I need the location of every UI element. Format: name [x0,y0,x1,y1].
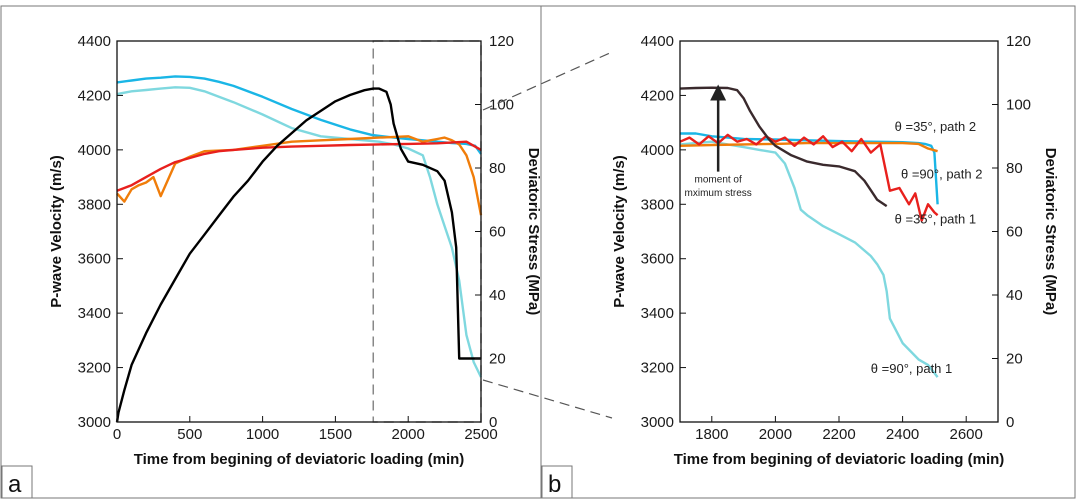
panel-a-series-line-5 [115,87,481,423]
panel-a-y-right-tick-label-6: 100 [489,97,514,114]
panel-b-y-left-tick-label-5: 3800 [641,196,674,213]
panel-b-annotation-2: mximum stress [685,188,752,199]
panel-a-y-right-tick-label-4: 60 [489,224,506,241]
panel-b-y-right-tick-label-2: 20 [1006,351,1023,368]
panel-a-y-right-tick-label-7: 120 [489,33,514,50]
panel-b: 1800 2000 2200 2400 2600 3000 3200 3400 3600 3800… [611,33,1059,468]
panel-b-series-line-4 [679,133,939,222]
panel-b-y-left-tick-label-1: 3000 [641,414,674,431]
panel-b-y-right-tick-label-1: 0 [1006,414,1014,431]
panel-a-x-axis-label: Time from begining of deviatoric loading… [134,451,465,468]
panel-a-y-right-tick-label-5: 80 [489,160,506,177]
panel-b-annotation-4: θ =90°, path 2 [901,166,982,181]
panel-b-y-right-tick-label-7: 120 [1006,33,1031,50]
panel-a-x-tick-label-6: 2500 [464,426,497,443]
panel-a-y-left-tick-label-7: 4200 [78,87,111,104]
panel-a: 0 500 1000 1500 2000 250030003200340036003800… [48,33,542,468]
panel-b-y-right-axis-label: Deviatoric Stress (MPa) [1042,148,1059,316]
panel-b-y-left-tick-label-6: 4000 [641,142,674,159]
panel-a-x-tick-label-4: 1500 [319,426,352,443]
panel-b-x-tick-label-2: 2000 [759,426,792,443]
panel-a-x-tick-label-2: 500 [177,426,202,443]
panel-a-y-left-tick-label-5: 3800 [78,196,111,213]
panel-a-y-left-tick-label-3: 3400 [78,305,111,322]
panel-b-arrow-head [710,84,727,101]
panel-a-letter-box [1,465,33,499]
panel-a-x-tick-label-3: 1000 [246,426,279,443]
panel-b-annotation-1: moment of [695,175,742,186]
panel-b-x-axis-label: Time from begining of deviatoric loading… [674,451,1005,468]
panel-a-y-left-tick-label-6: 4000 [78,142,111,159]
panel-b-letter: b [548,471,561,498]
panel-b-y-left-tick-label-2: 3200 [641,360,674,377]
panel-a-y-right-tick-label-3: 40 [489,287,506,304]
panel-a-y-right-axis-label: Deviatoric Stress (MPa) [525,148,542,316]
panel-b-y-left-tick-label-8: 4400 [641,33,674,50]
panel-b-y-right-tick-label-4: 60 [1006,224,1023,241]
panel-b-frame [540,5,1076,499]
panel-b-series-line-5 [679,86,888,208]
panel-b-annotation-5: θ =35°, path 1 [895,211,976,226]
zoom-connector-lines [482,51,613,419]
panel-b-annotation-6: θ =90°, path 1 [871,361,952,376]
panel-b-series-line-2 [679,140,939,378]
panel-a-y-right-tick-label-1: 0 [489,414,497,431]
panel-b-letter-box [541,465,573,499]
zoom-connector-top [482,51,613,111]
panel-a-series-line-4 [116,140,482,192]
panel-b-y-left-tick-label-4: 3600 [641,251,674,268]
panel-a-series-line-3 [116,135,483,216]
panel-a-x-tick-label-1: 0 [113,426,121,443]
zoom-connector-bottom [482,379,613,419]
panel-a-y-left-tick-label-2: 3200 [78,360,111,377]
panel-b-y-left-tick-label-7: 4200 [641,87,674,104]
panel-b-x-tick-label-5: 2600 [950,426,983,443]
panel-b-y-left-axis-label: P-wave Velocity (m/s) [611,155,628,308]
panel-b-x-tick-label-1: 1800 [695,426,728,443]
panel-b-y-right-tick-label-6: 100 [1006,97,1031,114]
panel-a-x-tick-label-5: 2000 [392,426,425,443]
panel-a-y-left-axis-label: P-wave Velocity (m/s) [48,155,65,308]
panel-a-y-right-tick-label-2: 20 [489,351,506,368]
panel-a-y-left-tick-label-4: 3600 [78,251,111,268]
panel-a-letter: a [8,471,22,498]
panel-b-x-tick-label-4: 2400 [886,426,919,443]
panel-a-y-left-tick-label-1: 3000 [78,414,111,431]
panel-b-x-tick-label-3: 2200 [822,426,855,443]
panel-b-annotation-3: θ =35°, path 2 [895,119,976,134]
panel-b-y-right-tick-label-3: 40 [1006,287,1023,304]
panel-a-y-left-tick-label-8: 4400 [78,33,111,50]
panel-b-y-right-tick-label-5: 80 [1006,160,1023,177]
panel-b-y-left-tick-label-3: 3400 [641,305,674,322]
